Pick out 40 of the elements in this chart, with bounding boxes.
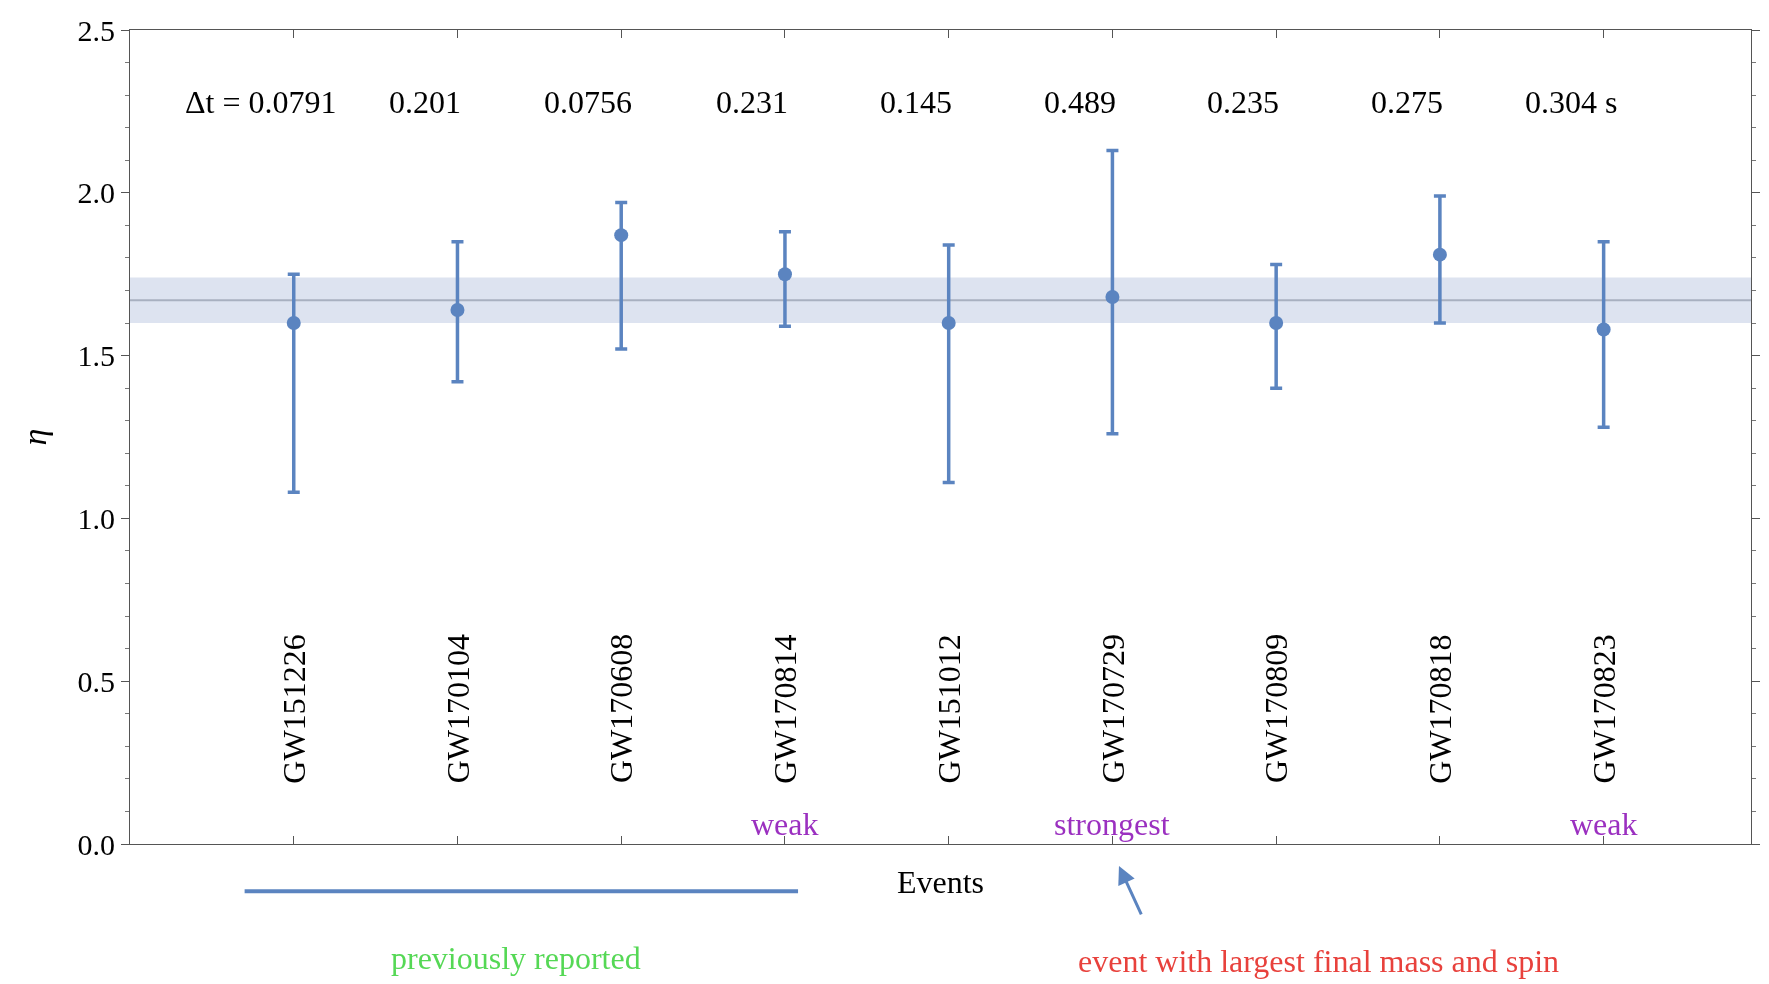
point: [1432, 247, 1447, 262]
point: [450, 303, 465, 318]
y-tick-label: 1.0: [77, 501, 115, 535]
annotation: Δt = 0.0791: [185, 84, 337, 120]
x-tick-label: GW151226: [275, 634, 312, 784]
annotation: weak: [751, 806, 819, 842]
point: [941, 316, 956, 331]
x-tick-label: GW170818: [1422, 634, 1459, 784]
x-tick-label: GW170608: [603, 633, 640, 784]
y-tick-label: 0.0: [77, 827, 115, 861]
y-axis-title: η: [16, 428, 54, 446]
x-tick-label: GW151012: [930, 634, 967, 784]
point: [1269, 316, 1284, 331]
point: [1596, 322, 1611, 337]
y-tick-label: 2.0: [77, 176, 115, 210]
x-axis-title: Events: [896, 863, 985, 900]
x-tick-label: GW170809: [1258, 633, 1295, 784]
annotation: 0.231: [716, 84, 788, 120]
point: [614, 228, 629, 243]
annotation: 0.489: [1044, 84, 1116, 120]
annotation: 0.304 s: [1525, 84, 1618, 120]
annotation: 0.235: [1207, 84, 1279, 120]
point: [286, 316, 301, 331]
y-tick-label: 2.5: [77, 13, 115, 47]
y-tick-label: 1.5: [77, 339, 115, 373]
x-tick-label: GW170729: [1094, 634, 1131, 784]
x-tick-label: GW170814: [767, 634, 804, 784]
annotation: 0.275: [1371, 84, 1443, 120]
point: [777, 267, 792, 282]
text: event with largest final mass and spin: [1078, 943, 1560, 979]
annotation: 0.145: [880, 84, 952, 120]
x-tick-label: GW170104: [439, 634, 476, 784]
point: [1105, 289, 1120, 304]
annotation: strongest: [1054, 806, 1170, 842]
y-tick-label: 0.5: [77, 664, 115, 698]
annotation: weak: [1570, 806, 1638, 842]
text: previously reported: [391, 940, 641, 976]
annotation: 0.201: [389, 84, 461, 120]
x-tick-label: GW170823: [1585, 634, 1622, 784]
annotation: 0.0756: [544, 84, 632, 120]
